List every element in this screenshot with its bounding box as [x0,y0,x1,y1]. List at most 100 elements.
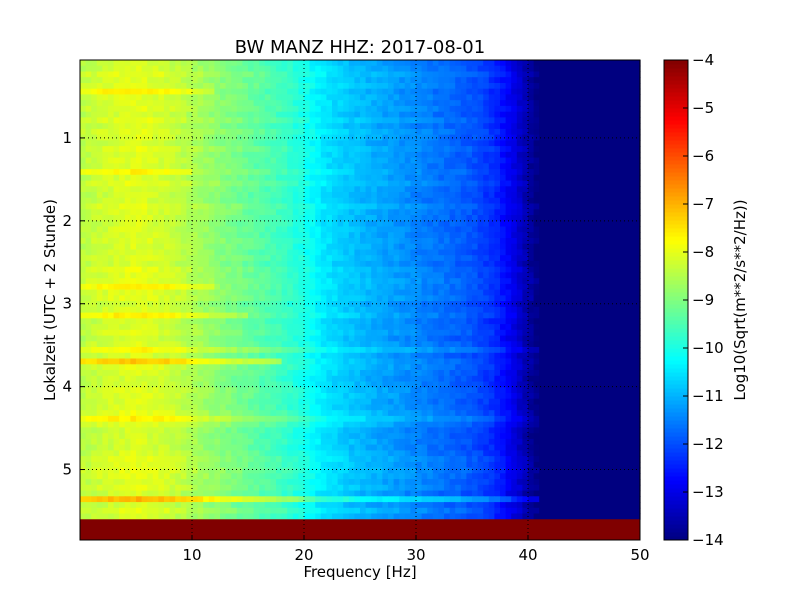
spectrogram-cell [292,220,299,227]
spectrogram-cell [449,295,456,302]
spectrogram-cell [124,197,131,205]
spectrogram-cell [214,329,221,337]
spectrogram-cell [231,220,238,227]
spectrogram-cell [320,238,327,245]
spectrogram-cell [192,146,199,153]
spectrogram-cell [606,249,613,256]
spectrogram-cell [276,232,283,239]
spectrogram-cell [236,255,243,262]
spectrogram-cell [628,335,635,342]
spectrogram-cell [544,140,551,147]
spectrogram-cell [416,123,423,130]
spectrogram-cell [315,83,322,90]
spectrogram-cell [180,312,187,319]
spectrogram-cell [231,163,238,170]
spectrogram-cell [80,266,87,273]
spectrogram-cell [449,289,456,296]
spectrogram-cell [158,83,165,90]
spectrogram-cell [304,243,311,250]
spectrogram-cell [533,215,540,222]
spectrogram-cell [91,180,98,187]
spectrogram-cell [567,192,574,199]
spectrogram-cell [606,186,613,193]
spectrogram-cell [360,295,367,302]
spectrogram-cell [180,140,187,147]
spectrogram-cell [248,318,255,325]
spectrogram-cell [488,318,495,325]
spectrogram-cell [556,243,563,250]
spectrogram-cell [376,65,383,72]
spectrogram-cell [399,88,406,95]
spectrogram-cell [404,163,411,170]
spectrogram-cell [315,295,322,302]
spectrogram-cell [360,312,367,319]
spectrogram-cell [388,289,395,296]
spectrogram-cell [147,128,154,136]
spectrogram-cell [236,174,243,182]
spectrogram-cell [416,226,423,233]
spectrogram-cell [141,174,148,182]
spectrogram-cell [550,289,557,296]
spectrogram-cell [466,243,473,250]
spectrogram-cell [304,278,311,285]
spectrogram-cell [376,329,383,337]
spectrogram-cell [477,209,484,216]
spectrogram-cell [466,266,473,273]
spectrogram-cell [567,278,574,285]
spectrogram-cell [236,117,243,124]
spectrogram-cell [270,312,277,319]
spectrogram-cell [488,283,495,291]
spectrogram-cell [589,318,596,325]
spectrogram-cell [584,192,591,199]
spectrogram-cell [505,306,512,314]
spectrogram-cell [595,249,602,256]
spectrogram-cell [85,100,92,107]
spectrogram-cell [455,163,462,170]
spectrogram-cell [505,335,512,342]
spectrogram-cell [136,243,143,250]
spectrogram-cell [147,151,154,159]
spectrogram-cell [382,238,389,245]
spectrogram-cell [108,243,115,250]
spectrogram-cell [393,186,400,193]
spectrogram-cell [539,128,546,136]
spectrogram-cell [298,117,305,124]
spectrogram-cell [382,128,389,136]
spectrogram-cell [595,151,602,159]
spectrogram-cell [180,117,187,124]
spectrogram-cell [516,157,523,164]
spectrogram-cell [124,238,131,245]
spectrogram-cell [208,60,215,67]
spectrogram-cell [561,111,568,118]
spectrogram-cell [136,174,143,182]
spectrogram-cell [80,174,87,182]
spectrogram-cell [147,226,154,233]
spectrogram-cell [483,100,490,107]
spectrogram-cell [634,134,641,141]
spectrogram-cell [85,238,92,245]
spectrogram-cell [175,117,182,124]
spectrogram-cell [365,312,372,319]
spectrogram-cell [175,100,182,107]
spectrogram-cell [483,232,490,239]
spectrogram-cell [589,83,596,90]
spectrogram-cell [533,255,540,262]
spectrogram-cell [281,335,288,342]
spectrogram-cell [589,163,596,170]
spectrogram-cell [270,60,277,67]
spectrogram-cell [544,312,551,319]
spectrogram-cell [427,255,434,262]
spectrogram-cell [393,123,400,130]
spectrogram-cell [169,215,176,222]
spectrogram-cell [214,146,221,153]
spectrogram-cell [382,255,389,262]
spectrogram-cell [124,94,131,101]
spectrogram-cell [186,140,193,147]
spectrogram-cell [477,238,484,245]
spectrogram-cell [264,111,271,118]
spectrogram-cell [561,220,568,227]
spectrogram-cell [203,134,210,141]
spectrogram-cell [343,203,350,210]
spectrogram-cell [376,306,383,314]
